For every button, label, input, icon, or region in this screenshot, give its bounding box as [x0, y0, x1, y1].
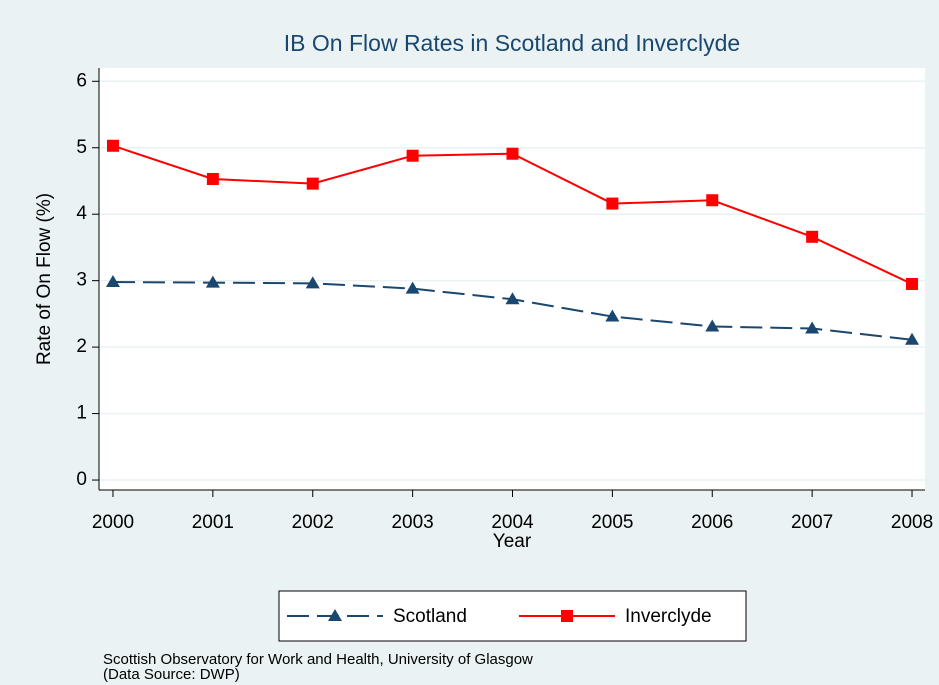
marker — [505, 292, 520, 305]
y-tick-label: 6 — [76, 70, 87, 91]
marker — [506, 147, 519, 160]
x-tick-label: 2003 — [391, 512, 433, 533]
y-tick-label: 5 — [76, 137, 87, 158]
x-axis-label: Year — [493, 531, 532, 552]
legend-marker — [328, 609, 342, 621]
marker — [605, 309, 620, 322]
x-tick-label: 2007 — [791, 512, 833, 533]
marker — [805, 321, 820, 334]
marker — [606, 197, 619, 210]
x-tick-label: 2008 — [891, 512, 933, 533]
marker — [705, 319, 720, 332]
source-note: (Data Source: DWP) — [103, 666, 240, 683]
marker — [105, 274, 120, 287]
y-tick-label: 3 — [76, 270, 87, 291]
marker — [906, 277, 919, 290]
plot-area — [99, 68, 925, 490]
marker — [305, 276, 320, 289]
legend-label: Inverclyde — [625, 606, 712, 627]
y-tick-label: 0 — [76, 469, 87, 490]
marker — [306, 177, 319, 190]
legend-label: Scotland — [393, 606, 467, 627]
y-tick-label: 2 — [76, 336, 87, 357]
marker — [205, 275, 220, 288]
marker — [806, 230, 819, 243]
y-tick-label: 4 — [76, 203, 87, 224]
marker — [106, 139, 119, 152]
legend-marker — [561, 610, 573, 622]
source-note: Scottish Observatory for Work and Health… — [103, 651, 533, 668]
x-tick-label: 2004 — [491, 512, 534, 533]
marker — [706, 194, 719, 207]
x-tick-label: 2000 — [92, 512, 134, 533]
marker — [206, 172, 219, 185]
x-tick-label: 2005 — [591, 512, 633, 533]
y-tick-label: 1 — [76, 403, 87, 424]
chart-title: IB On Flow Rates in Scotland and Invercl… — [284, 30, 740, 56]
marker — [405, 281, 420, 294]
x-tick-label: 2002 — [292, 512, 334, 533]
x-tick-label: 2006 — [691, 512, 733, 533]
marker — [905, 332, 920, 345]
x-tick-label: 2001 — [192, 512, 234, 533]
y-axis-label: Rate of On Flow (%) — [34, 193, 55, 365]
marker — [406, 149, 419, 162]
